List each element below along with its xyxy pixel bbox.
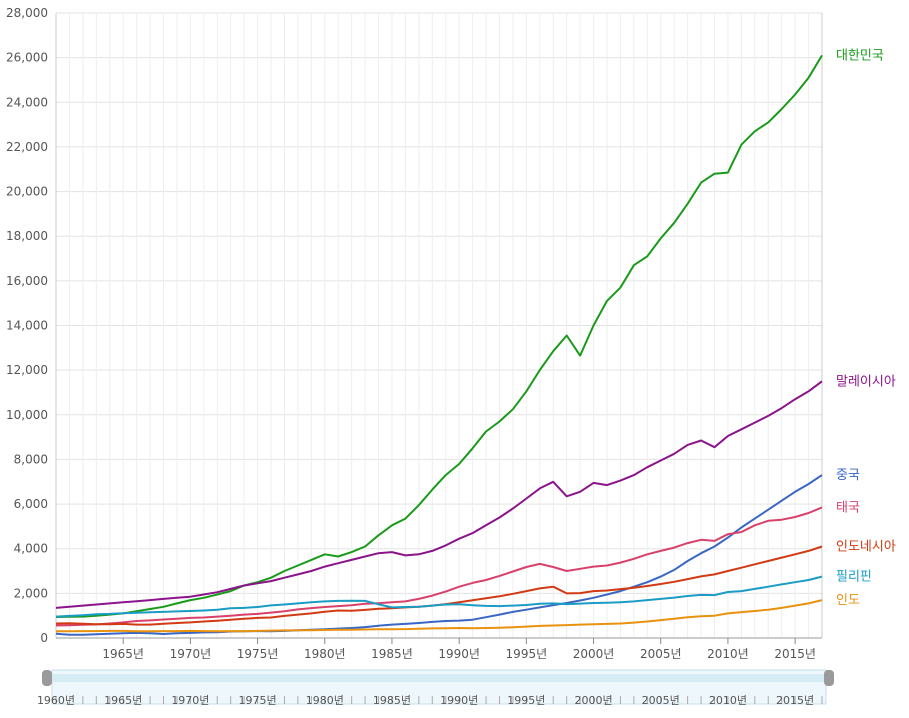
range-selector[interactable]: 1960년 1965년 1970년 1975년 1980년 1985년 1990년 1995년… [37, 669, 834, 707]
y-tick-label: 2,000 [14, 586, 48, 600]
range-tick-label: 1970년 [171, 694, 209, 707]
series-line-필리핀[interactable] [55, 575, 823, 618]
y-tick-label: 6,000 [14, 497, 48, 511]
x-tick-label: 1965년 [102, 647, 144, 661]
x-tick-label: 1970년 [170, 647, 212, 661]
y-tick-label: 24,000 [6, 95, 48, 109]
series-label: 태국 [836, 500, 860, 515]
y-tick-label: 8,000 [14, 452, 48, 466]
y-tick-label: 28,000 [6, 6, 48, 20]
y-tick-label: 18,000 [6, 229, 48, 243]
x-tick-label: 1995년 [506, 647, 548, 661]
y-tick-label: 14,000 [6, 319, 48, 333]
x-tick-label: 1975년 [237, 647, 279, 661]
range-tick-label: 2000년 [574, 694, 612, 707]
range-tick-label: 1985년 [373, 694, 411, 707]
series-line-인도네시아[interactable] [55, 545, 823, 626]
y-tick-label: 22,000 [6, 140, 48, 154]
y-tick-label: 20,000 [6, 185, 48, 199]
x-tick-label: 2015년 [774, 647, 816, 661]
series-label: 중국 [836, 468, 860, 483]
y-tick-label: 26,000 [6, 51, 48, 65]
range-tick-label: 1975년 [239, 694, 277, 707]
range-tick-label: 1980년 [306, 694, 344, 707]
range-tick-label: 1990년 [440, 694, 478, 707]
x-tick-label: 1980년 [304, 647, 346, 661]
x-tick-label: 1990년 [438, 647, 480, 661]
range-selector-band [52, 674, 826, 682]
range-tick-label: 2005년 [642, 694, 680, 707]
x-tick-label: 2000년 [573, 647, 615, 661]
series-label: 인도네시아 [836, 539, 896, 554]
gridlines [55, 12, 823, 639]
series-line-대한민국[interactable] [55, 54, 823, 618]
range-tick-label: 1965년 [104, 694, 142, 707]
series-lines [55, 54, 823, 636]
range-handle-left[interactable] [42, 670, 52, 686]
series-label: 인도 [836, 593, 860, 608]
series-label: 대한민국 [836, 48, 884, 63]
range-start-label: 1960년 [37, 694, 75, 707]
x-tick-label: 2005년 [640, 647, 682, 661]
axes: 0 2,000 4,000 6,000 8,000 10,000 12,000 14,000 1… [6, 6, 823, 661]
y-tick-label: 4,000 [14, 542, 48, 556]
series-label: 말레이시아 [836, 374, 896, 389]
range-tick-label: 1995년 [507, 694, 545, 707]
y-tick-label: 16,000 [6, 274, 48, 288]
series-line-태국[interactable] [55, 506, 823, 627]
range-tick-label: 2015년 [776, 694, 814, 707]
range-tick-label: 2010년 [709, 694, 747, 707]
y-tick-label: 10,000 [6, 408, 48, 422]
series-label: 필리핀 [836, 570, 872, 585]
x-tick-label: 2010년 [707, 647, 749, 661]
series-line-중국[interactable] [55, 474, 823, 636]
series-line-인도[interactable] [56, 599, 823, 633]
x-tick-label: 1985년 [371, 647, 413, 661]
series-line-말레이시아[interactable] [55, 380, 823, 609]
range-handle-right[interactable] [824, 670, 834, 686]
y-tick-label: 0 [40, 631, 48, 645]
y-tick-label: 12,000 [6, 363, 48, 377]
